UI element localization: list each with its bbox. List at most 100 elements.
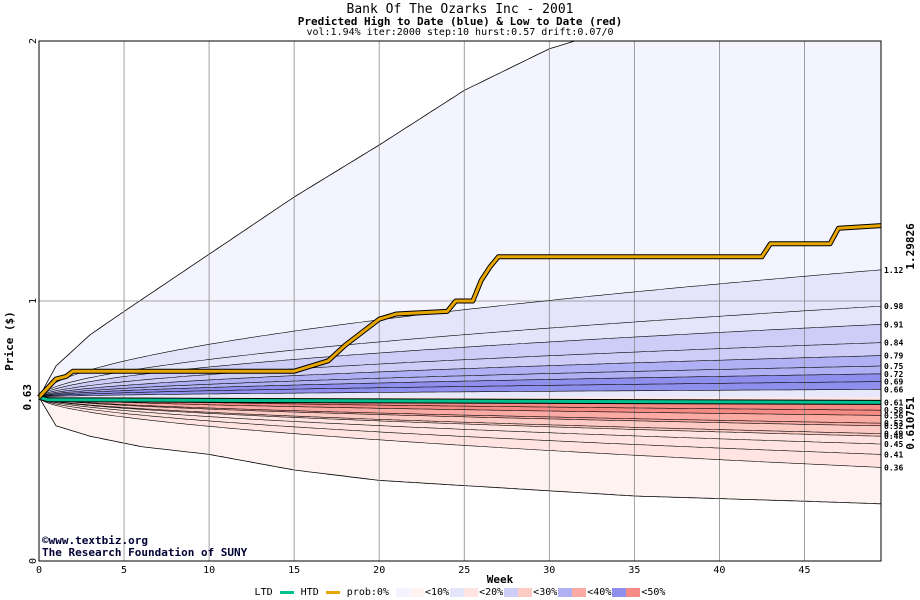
- legend-swatch-red-2: [518, 588, 533, 597]
- chart-params: vol:1.94% iter:2000 step:10 hurst:0.57 d…: [306, 27, 614, 38]
- x-axis-label: Week: [487, 573, 514, 586]
- plot-frame: [38, 40, 882, 562]
- band-high-1: [39, 306, 881, 398]
- htd-level-label-6: 0.72: [884, 370, 903, 379]
- ltd-level-line-8: [38, 396, 882, 455]
- htd-level-label-5: 0.75: [884, 362, 903, 371]
- legend-bin-label-3: <40%: [587, 587, 612, 598]
- ltd-level-label-5: 0.49: [884, 430, 903, 439]
- axis-ticks: 0 5 10 15 20 25 30 35 40 45 0 1 2: [28, 38, 810, 576]
- htd-value-label: 1.29826: [904, 223, 917, 270]
- chart-subtitle: Predicted High to Date (blue) & Low to D…: [297, 15, 623, 28]
- legend-swatch-blue-3: [558, 588, 573, 597]
- ltd-level-line-6: [38, 396, 882, 437]
- band-high-0: [39, 269, 881, 398]
- ltd-level-line-2: [38, 396, 882, 416]
- legend-swatch-red-0: [409, 588, 424, 597]
- legend-bin-label-0: <10%: [424, 587, 450, 598]
- htd-line: [37, 224, 882, 399]
- x-tick-label-1: 5: [121, 565, 127, 576]
- x-tick-label-7: 35: [628, 565, 640, 576]
- x-tick-label-2: 10: [203, 565, 215, 576]
- ltd-level-label-6: 0.48: [884, 432, 903, 441]
- ltd-level-label-4: 0.52: [884, 422, 903, 431]
- x-tick-label-5: 25: [458, 565, 470, 576]
- band-low-8: [39, 397, 881, 455]
- htd-level-line-3: [38, 342, 882, 398]
- htd-level-label-7: 0.69: [884, 378, 903, 387]
- plot-border: [38, 40, 882, 562]
- x-tick-label-9: 45: [798, 565, 810, 576]
- ltd-line: [38, 395, 882, 404]
- ltd-level-label-0: 0.61: [884, 398, 903, 407]
- ltd-value-label: 0.610751: [904, 396, 917, 449]
- ltd-level-line-4: [38, 396, 882, 427]
- y-tick-label-0: 0: [28, 558, 39, 564]
- chart-title: Bank Of The Ozarks Inc - 2001: [346, 2, 574, 17]
- y-tick-label-1: 1: [28, 298, 39, 304]
- legend-bins: <10% <20% <30% <40% <50%: [395, 587, 665, 599]
- band-high-5: [39, 366, 881, 398]
- ltd-level-line-7: [38, 396, 882, 445]
- credit-url: ©www.textbiz.org: [42, 534, 148, 547]
- ltd-level-label-7: 0.45: [884, 440, 903, 449]
- legend-prob-label: prob:0%: [346, 587, 389, 599]
- htd-level-label-3: 0.84: [884, 339, 903, 348]
- x-tick-label-8: 40: [713, 565, 725, 576]
- ltd-level-label-8: 0.41: [884, 450, 903, 459]
- htd-level-line-5: [38, 365, 882, 398]
- outer-low-edge: [38, 396, 882, 505]
- band-low-3: [39, 397, 881, 424]
- y-tick-label-2: 2: [28, 38, 39, 44]
- legend-htd-swatch: [325, 591, 340, 595]
- ltd-level-label-3: 0.53: [884, 419, 903, 428]
- x-tick-label-4: 20: [373, 565, 385, 576]
- start-price-label: 0.63: [21, 384, 34, 411]
- legend-swatch-red-3: [572, 588, 587, 597]
- band-high-2: [39, 324, 881, 398]
- y-axis-label: Price ($): [3, 311, 16, 371]
- legend-htd-label: HTD: [300, 587, 319, 599]
- band-low-9: [39, 397, 881, 468]
- probability-bands: [38, 40, 882, 505]
- band-high-6: [39, 373, 881, 398]
- htd-level-label-1: 0.98: [884, 302, 903, 311]
- htd-level-line-7: [38, 381, 881, 398]
- band-low-7: [39, 397, 881, 444]
- legend-swatch-blue-0: [395, 588, 410, 597]
- htd-level-label-8: 0.66: [884, 385, 903, 394]
- htd-level-label-2: 0.91: [884, 320, 903, 329]
- legend-swatch-blue-1: [450, 588, 465, 597]
- htd-level-label-0: 1.12: [884, 266, 903, 275]
- legend-ltd-label: LTD: [254, 587, 273, 599]
- htd-level-line-4: [38, 355, 882, 398]
- legend-bin-label-2: <30%: [533, 587, 558, 598]
- ltd-level-line-5: [38, 396, 882, 434]
- copyright-icon: ©: [42, 534, 49, 547]
- band-high-3: [39, 342, 881, 398]
- legend-swatch-red-4: [626, 588, 641, 597]
- legend-swatch-red-1: [464, 588, 479, 597]
- x-tick-label-6: 30: [543, 565, 555, 576]
- band-high-inner: [39, 389, 881, 398]
- htd-level-line-0: [38, 269, 882, 398]
- ltd-level-line-9: [38, 396, 882, 468]
- band-high-4: [39, 355, 881, 398]
- htd-level-label-4: 0.79: [884, 352, 903, 361]
- band-low-6: [39, 397, 881, 437]
- ltd-level-line-3: [38, 396, 882, 424]
- x-tick-label-3: 15: [288, 565, 300, 576]
- band-low-4: [39, 397, 881, 426]
- legend-bin-label-4: <50%: [641, 587, 666, 598]
- ltd-level-label-1: 0.58: [884, 406, 903, 415]
- ltd-level-label-2: 0.56: [884, 411, 903, 420]
- level-lines: [38, 269, 882, 468]
- band-low-5: [39, 397, 881, 434]
- legend-ltd-swatch: [279, 591, 294, 595]
- htd-level-line-6: [38, 373, 882, 398]
- legend-swatch-blue-4: [612, 588, 627, 597]
- legend-bin-label-1: <20%: [479, 587, 504, 598]
- ltd-level-label-9: 0.36: [884, 463, 903, 472]
